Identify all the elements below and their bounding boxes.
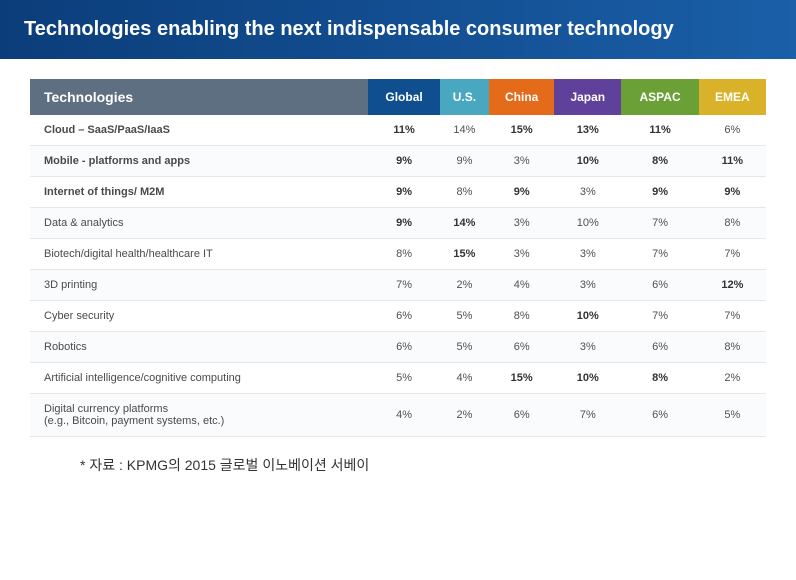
cell-global: 11% [368, 115, 439, 146]
cell-emea: 8% [699, 208, 766, 239]
cell-emea: 7% [699, 239, 766, 270]
cell-global: 5% [368, 363, 439, 394]
table-row: Digital currency platforms(e.g., Bitcoin… [30, 394, 766, 437]
cell-global: 6% [368, 301, 439, 332]
cell-us: 14% [440, 208, 489, 239]
cell-china: 3% [489, 239, 554, 270]
col-header-tech: Technologies [30, 79, 368, 115]
cell-japan: 10% [554, 363, 621, 394]
cell-japan: 7% [554, 394, 621, 437]
cell-tech: Digital currency platforms(e.g., Bitcoin… [30, 394, 368, 437]
table-row: 3D printing7%2%4%3%6%12% [30, 270, 766, 301]
cell-tech: Robotics [30, 332, 368, 363]
cell-emea: 5% [699, 394, 766, 437]
table-row: Biotech/digital health/healthcare IT8%15… [30, 239, 766, 270]
cell-aspac: 7% [621, 239, 698, 270]
table-row: Data & analytics9%14%3%10%7%8% [30, 208, 766, 239]
cell-global: 9% [368, 208, 439, 239]
col-header-global: Global [368, 79, 439, 115]
cell-emea: 2% [699, 363, 766, 394]
cell-china: 8% [489, 301, 554, 332]
cell-emea: 11% [699, 146, 766, 177]
cell-aspac: 11% [621, 115, 698, 146]
cell-us: 8% [440, 177, 489, 208]
cell-japan: 10% [554, 146, 621, 177]
cell-aspac: 7% [621, 301, 698, 332]
cell-aspac: 6% [621, 270, 698, 301]
cell-global: 8% [368, 239, 439, 270]
cell-japan: 3% [554, 332, 621, 363]
col-header-us: U.S. [440, 79, 489, 115]
cell-aspac: 9% [621, 177, 698, 208]
cell-emea: 8% [699, 332, 766, 363]
cell-japan: 13% [554, 115, 621, 146]
col-header-china: China [489, 79, 554, 115]
table-row: Mobile - platforms and apps9%9%3%10%8%11… [30, 146, 766, 177]
cell-tech: Artificial intelligence/cognitive comput… [30, 363, 368, 394]
cell-tech: 3D printing [30, 270, 368, 301]
col-header-aspac: ASPAC [621, 79, 698, 115]
cell-emea: 6% [699, 115, 766, 146]
cell-us: 2% [440, 270, 489, 301]
table-body: Cloud – SaaS/PaaS/IaaS11%14%15%13%11%6%M… [30, 115, 766, 437]
cell-tech: Internet of things/ M2M [30, 177, 368, 208]
table-row: Internet of things/ M2M9%8%9%3%9%9% [30, 177, 766, 208]
cell-global: 7% [368, 270, 439, 301]
cell-tech: Data & analytics [30, 208, 368, 239]
cell-us: 5% [440, 301, 489, 332]
table-container: TechnologiesGlobalU.S.ChinaJapanASPACEME… [30, 79, 766, 437]
cell-china: 3% [489, 208, 554, 239]
cell-us: 4% [440, 363, 489, 394]
cell-emea: 9% [699, 177, 766, 208]
cell-aspac: 7% [621, 208, 698, 239]
cell-china: 9% [489, 177, 554, 208]
cell-us: 2% [440, 394, 489, 437]
cell-japan: 10% [554, 208, 621, 239]
table-row: Robotics6%5%6%3%6%8% [30, 332, 766, 363]
col-header-emea: EMEA [699, 79, 766, 115]
cell-global: 6% [368, 332, 439, 363]
cell-china: 4% [489, 270, 554, 301]
cell-aspac: 6% [621, 332, 698, 363]
source-caption: * 자료 : KPMG의 2015 글로벌 이노베이션 서베이 [80, 455, 796, 475]
cell-japan: 10% [554, 301, 621, 332]
cell-china: 15% [489, 115, 554, 146]
cell-global: 9% [368, 146, 439, 177]
table-row: Cloud – SaaS/PaaS/IaaS11%14%15%13%11%6% [30, 115, 766, 146]
cell-global: 9% [368, 177, 439, 208]
cell-tech: Cyber security [30, 301, 368, 332]
cell-tech: Mobile - platforms and apps [30, 146, 368, 177]
cell-us: 14% [440, 115, 489, 146]
cell-global: 4% [368, 394, 439, 437]
cell-emea: 7% [699, 301, 766, 332]
cell-aspac: 8% [621, 146, 698, 177]
cell-china: 6% [489, 394, 554, 437]
cell-emea: 12% [699, 270, 766, 301]
cell-china: 6% [489, 332, 554, 363]
table-header-row: TechnologiesGlobalU.S.ChinaJapanASPACEME… [30, 79, 766, 115]
cell-aspac: 6% [621, 394, 698, 437]
col-header-japan: Japan [554, 79, 621, 115]
cell-aspac: 8% [621, 363, 698, 394]
cell-china: 3% [489, 146, 554, 177]
cell-japan: 3% [554, 239, 621, 270]
cell-tech: Biotech/digital health/healthcare IT [30, 239, 368, 270]
cell-tech: Cloud – SaaS/PaaS/IaaS [30, 115, 368, 146]
table-row: Artificial intelligence/cognitive comput… [30, 363, 766, 394]
page-title: Technologies enabling the next indispens… [0, 0, 796, 59]
cell-us: 5% [440, 332, 489, 363]
cell-us: 15% [440, 239, 489, 270]
cell-japan: 3% [554, 270, 621, 301]
table-row: Cyber security6%5%8%10%7%7% [30, 301, 766, 332]
cell-us: 9% [440, 146, 489, 177]
cell-japan: 3% [554, 177, 621, 208]
technologies-table: TechnologiesGlobalU.S.ChinaJapanASPACEME… [30, 79, 766, 437]
cell-china: 15% [489, 363, 554, 394]
